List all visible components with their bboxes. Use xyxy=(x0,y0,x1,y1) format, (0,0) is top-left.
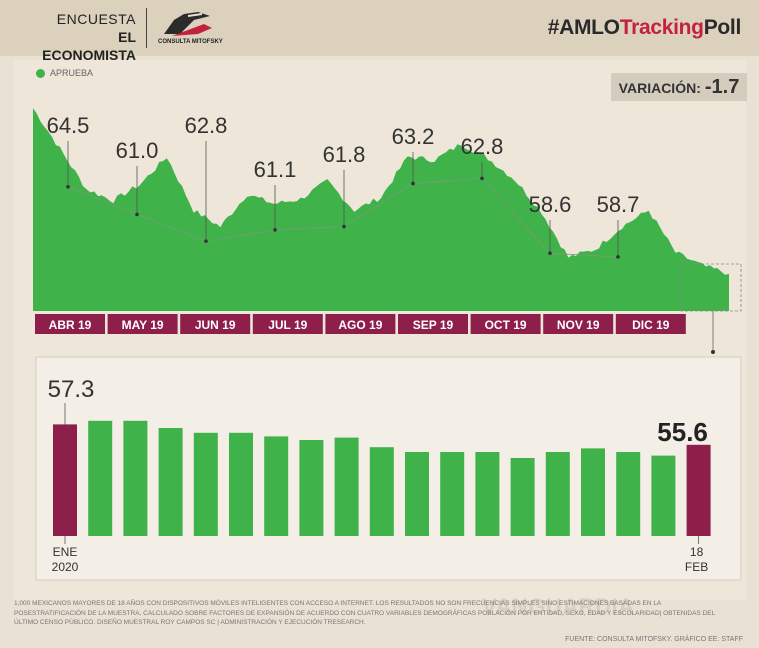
annotation-marker xyxy=(66,184,70,189)
annotation-marker xyxy=(616,255,620,259)
brand-line2: EL ECONOMISTA xyxy=(42,29,136,63)
logo-text: CONSULTA MITOFSKY xyxy=(158,39,223,45)
mitofsky-logo: CONSULTA MITOFSKY xyxy=(158,8,223,48)
watermark-text: VANGUARDIA xyxy=(482,594,635,619)
x-label-start-year: 2020 xyxy=(52,560,79,574)
zoom-box xyxy=(680,263,742,312)
month-label-bg xyxy=(398,314,468,334)
month-label-bg xyxy=(325,314,396,334)
legend-dot-icon xyxy=(36,69,45,79)
area-annotation-label: 61.8 xyxy=(323,142,366,167)
annotation-marker xyxy=(411,181,415,186)
area-annotation-label: 62.8 xyxy=(461,134,504,159)
bar xyxy=(545,452,570,536)
month-label-bg xyxy=(180,314,251,334)
hashtag-accent: Tracking xyxy=(619,16,704,39)
bar xyxy=(616,452,641,536)
month-label-bg xyxy=(107,314,178,334)
bar xyxy=(581,448,605,536)
month-label: NOV 19 xyxy=(557,318,600,332)
brand-line1: ENCUESTA xyxy=(56,11,136,27)
bar xyxy=(158,428,183,536)
month-label-bg xyxy=(470,314,541,334)
area-annotation-label: 61.0 xyxy=(116,138,159,163)
x-label-end-day: 18 xyxy=(690,545,704,559)
hashtag-prefix: #AMLO xyxy=(547,16,620,39)
annotation-marker xyxy=(204,239,208,243)
footnote: 1,000 mexicanos mayores de 18 años con d… xyxy=(14,600,715,626)
area-annotation-label: 58.6 xyxy=(529,192,572,217)
x-label-end-month: FEB xyxy=(685,560,708,574)
bar-annotation-first: 57.3 xyxy=(48,376,95,403)
bar xyxy=(334,437,359,536)
month-label-bg xyxy=(35,314,105,334)
approval-area xyxy=(33,108,729,311)
month-label-bg xyxy=(543,314,614,334)
month-label: SEP 19 xyxy=(413,318,454,332)
bar xyxy=(299,440,324,536)
horse-logo-icon xyxy=(164,12,212,36)
bar xyxy=(229,432,253,536)
bar xyxy=(88,420,113,536)
month-label: DIC 19 xyxy=(632,318,670,332)
annotation-marker xyxy=(273,228,277,232)
bar xyxy=(651,455,676,536)
source-text: Fuente: Consulta Mitofsky. Gráfico EE: S… xyxy=(565,636,743,643)
bar xyxy=(123,420,148,536)
hashtag-title: #AMLOTrackingPoll xyxy=(547,16,742,40)
area-annotation-label: 58.7 xyxy=(597,192,640,217)
bar xyxy=(53,424,77,536)
bar xyxy=(405,452,429,536)
month-label: OCT 19 xyxy=(485,318,527,332)
month-label-bg xyxy=(615,314,686,334)
annotation-marker xyxy=(342,224,346,229)
chart-legend: APRUEBA xyxy=(36,68,94,79)
annotation-marker xyxy=(480,176,484,181)
bar xyxy=(475,452,500,536)
x-label-start: ENE xyxy=(53,545,78,559)
area-annotation-label: 63.2 xyxy=(392,124,435,149)
month-label-bg xyxy=(252,314,323,334)
variacion-value: -1.7 xyxy=(704,76,740,98)
annotation-marker xyxy=(135,212,139,217)
bar xyxy=(193,432,218,536)
variacion-label: VARIACIÓN: xyxy=(618,80,701,96)
month-label: AGO 19 xyxy=(338,318,382,332)
month-label: MAY 19 xyxy=(122,318,164,332)
area-annotation-label: 64.5 xyxy=(47,113,90,138)
header-bar: ENCUESTA EL ECONOMISTA CONSULTA MITOFSKY… xyxy=(0,0,759,63)
bar xyxy=(264,436,289,536)
zoom-connector-dot xyxy=(711,350,715,354)
month-label: ABR 19 xyxy=(49,318,92,332)
brand-encuesta: ENCUESTA EL ECONOMISTA xyxy=(22,10,136,64)
bar xyxy=(369,447,394,536)
brand-divider xyxy=(146,8,147,48)
bar xyxy=(686,444,711,536)
area-annotation-label: 62.8 xyxy=(185,113,228,138)
bar-annotation-last: 55.6 xyxy=(657,417,708,447)
hashtag-suffix: Poll xyxy=(703,16,742,39)
month-label: JUL 19 xyxy=(268,318,307,332)
variacion-box: VARIACIÓN: -1.7 xyxy=(611,73,747,101)
bar xyxy=(510,458,535,536)
bar xyxy=(440,452,465,536)
month-label: JUN 19 xyxy=(195,318,236,332)
legend-label: APRUEBA xyxy=(50,68,94,78)
area-annotation-label: 61.1 xyxy=(254,157,297,182)
annotation-marker xyxy=(548,251,552,255)
